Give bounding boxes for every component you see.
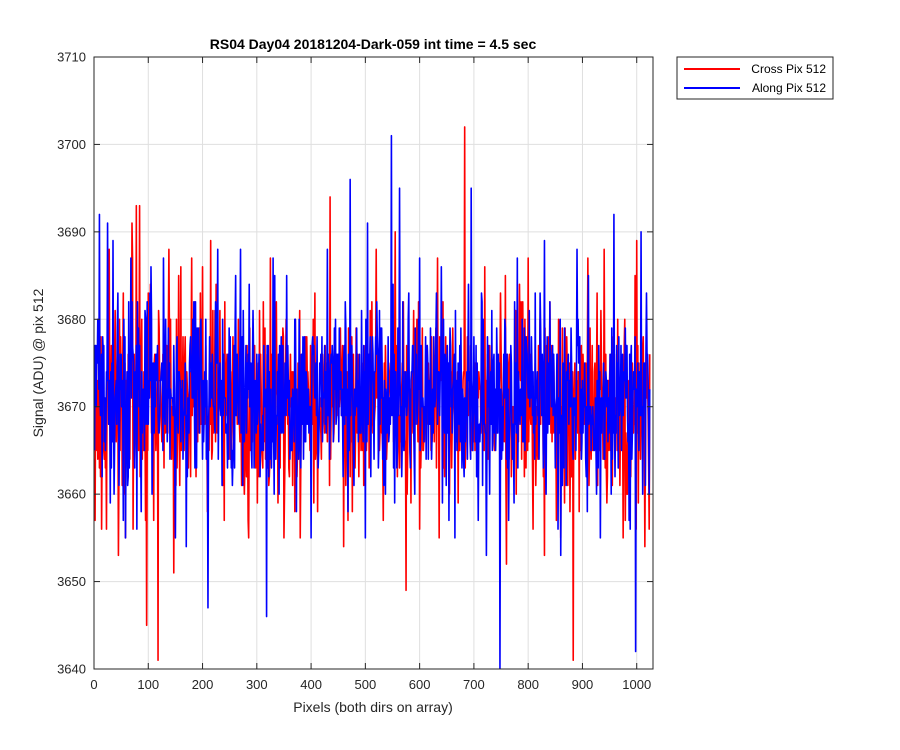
legend-entry-cross: Cross Pix 512 <box>751 62 826 76</box>
x-tick-label: 300 <box>246 677 268 692</box>
legend-entry-along: Along Pix 512 <box>752 81 826 95</box>
axes: 0 100 200 300 400 500 600 700 800 900 1000 3640 3650… <box>57 50 654 692</box>
x-axis-label: Pixels (both dirs on array) <box>293 699 453 715</box>
x-tick-label: 400 <box>300 677 322 692</box>
y-axis-label: Signal (ADU) @ pix 512 <box>30 288 46 437</box>
x-tick-label: 800 <box>517 677 539 692</box>
y-tick-label: 3640 <box>57 662 86 677</box>
x-tick-label: 500 <box>355 677 377 692</box>
series-group <box>94 126 651 669</box>
y-tick-label: 3700 <box>57 137 86 152</box>
series-line-1 <box>94 134 651 669</box>
x-tick-label: 700 <box>463 677 485 692</box>
x-tick-label: 900 <box>572 677 594 692</box>
axes-box <box>93 56 654 670</box>
x-tick-label: 100 <box>137 677 159 692</box>
x-tick-label: 600 <box>409 677 431 692</box>
y-tick-label: 3690 <box>57 224 86 239</box>
y-tick-label: 3670 <box>57 399 86 414</box>
y-tick-label: 3660 <box>57 487 86 502</box>
y-tick-label: 3680 <box>57 312 86 327</box>
x-tick-label: 0 <box>90 677 97 692</box>
y-tick-label: 3650 <box>57 574 86 589</box>
chart-title: RS04 Day04 20181204-Dark-059 int time = … <box>210 36 537 52</box>
x-tick-label: 200 <box>192 677 214 692</box>
legend: Cross Pix 512 Along Pix 512 <box>676 56 834 100</box>
legend-box <box>676 56 834 100</box>
y-tick-label: 3710 <box>57 50 86 65</box>
x-tick-label: 1000 <box>622 677 651 692</box>
